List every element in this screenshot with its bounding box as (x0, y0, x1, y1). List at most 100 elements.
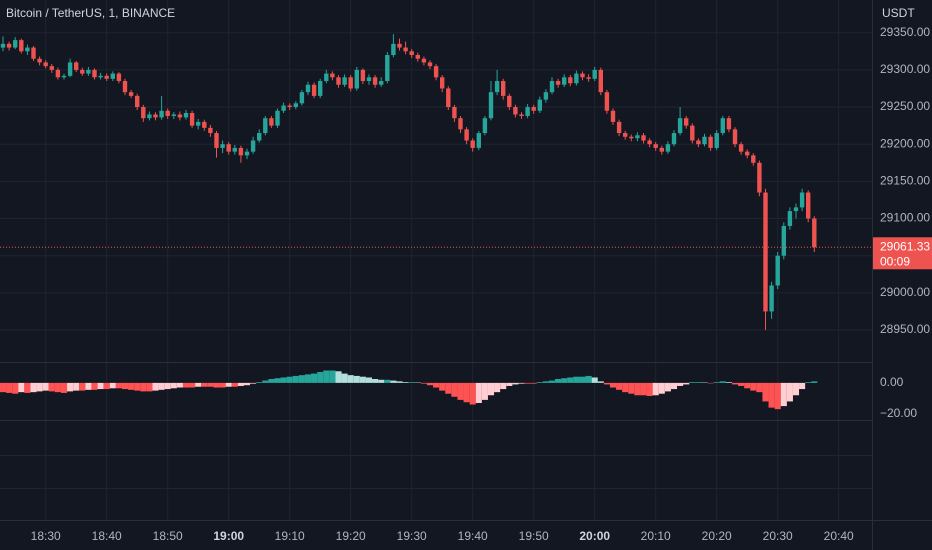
candle-body (415, 55, 420, 59)
histogram-bar (219, 382, 226, 388)
histogram-bar (738, 382, 745, 386)
candle-body (92, 69, 97, 78)
candle-body (452, 107, 457, 119)
histogram-bar (512, 382, 519, 385)
histogram-bar (164, 382, 171, 390)
candle-body (494, 81, 500, 93)
candle-body (196, 121, 201, 126)
histogram-bar (195, 382, 202, 387)
histogram-bar (85, 382, 92, 390)
histogram-bar (121, 382, 129, 390)
histogram-bar (189, 382, 196, 388)
marks (0, 34, 872, 410)
histogram-bar (652, 382, 659, 396)
histogram-bar (603, 382, 610, 385)
histogram-bar (457, 382, 464, 400)
histogram-bar (640, 382, 647, 396)
x-tick-label: 19:50 (519, 529, 549, 543)
candle-body (226, 144, 231, 152)
histogram-bar (60, 382, 68, 393)
histogram-bar (256, 382, 263, 383)
histogram-bar (469, 382, 476, 405)
histogram-bar (274, 378, 281, 383)
candle-body (311, 84, 317, 96)
candle-body (403, 47, 408, 52)
histogram-bar (408, 382, 415, 383)
histogram-bar (243, 382, 251, 386)
histogram-bar (561, 378, 568, 383)
histogram-bar (396, 381, 403, 383)
x-tick-label: 20:10 (641, 529, 671, 543)
candle-body (202, 121, 207, 128)
histogram-bar (372, 379, 379, 383)
candle-body (610, 110, 616, 122)
histogram-bar (811, 381, 818, 383)
histogram-bar (762, 382, 769, 402)
candle-body (787, 211, 793, 226)
histogram-bar (292, 375, 299, 383)
candle-body (629, 136, 634, 139)
candle-body (153, 114, 158, 118)
histogram-bar (487, 382, 495, 396)
histogram-bar (725, 382, 732, 383)
candle-body (275, 110, 280, 126)
histogram-bar (365, 377, 373, 383)
candle-body (421, 58, 427, 63)
candle-body (793, 207, 799, 212)
histogram-bar (170, 382, 177, 389)
histogram-bar (341, 373, 348, 383)
candle-body (80, 69, 85, 74)
y-tick-label: 29250.00 (880, 99, 930, 113)
histogram-bar (128, 382, 135, 390)
histogram-bar (176, 382, 183, 388)
histogram-bar (506, 382, 513, 386)
candle-body (580, 73, 585, 78)
histogram-bar (207, 382, 214, 387)
candle-body (397, 43, 402, 48)
candle-body (488, 92, 494, 119)
histogram-bar (616, 382, 623, 390)
histogram-bar (353, 375, 360, 383)
histogram-bar (792, 382, 800, 396)
histogram-bar (695, 382, 702, 383)
candle-body (433, 66, 439, 78)
candle-body (67, 62, 73, 76)
candle-body (318, 81, 323, 96)
histogram-bar (225, 382, 232, 387)
candle-body (287, 105, 292, 108)
candle-body (171, 114, 176, 116)
candle-body (775, 255, 780, 286)
candle-body (598, 69, 603, 93)
candle-body (781, 225, 786, 256)
histogram-bar (774, 382, 781, 410)
histogram-bar (426, 382, 434, 386)
candle-body (147, 114, 152, 119)
histogram-bar (542, 381, 549, 383)
histogram-bar (378, 379, 385, 383)
candle-body (507, 95, 512, 108)
histogram-bar (451, 382, 458, 397)
candle-body (543, 92, 549, 100)
histogram-bar (286, 376, 293, 383)
y-tick-label: 29200.00 (880, 136, 930, 150)
candle-body (128, 92, 134, 96)
histogram-bar (494, 382, 501, 393)
histogram-bar (262, 380, 269, 383)
grid (0, 0, 872, 520)
candle-body (177, 114, 183, 118)
histogram-bar (390, 380, 397, 383)
candle-body (763, 192, 768, 312)
histogram-bar (555, 379, 562, 383)
candle-body (574, 73, 579, 84)
candle-body (141, 107, 146, 119)
histogram-bar (79, 382, 86, 391)
candle-body (501, 81, 506, 96)
candle-body (738, 144, 744, 152)
candle-body (616, 121, 622, 134)
histogram-bar (158, 382, 165, 390)
candle-body (799, 192, 805, 208)
candle-body (696, 140, 701, 145)
candle-body (720, 118, 725, 134)
histogram-bar (628, 382, 635, 394)
histogram-bar (317, 372, 324, 383)
